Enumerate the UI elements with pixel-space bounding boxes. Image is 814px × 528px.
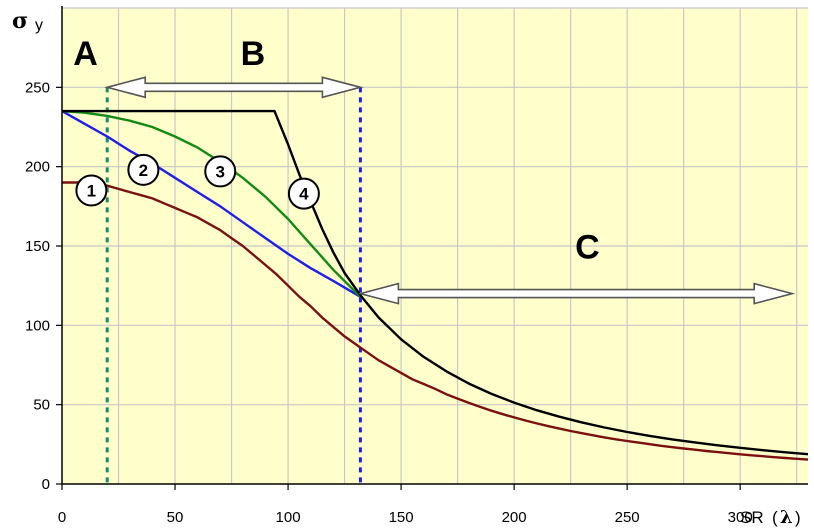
x-axis-title-paren-open: ( <box>772 508 778 527</box>
series-line-2 <box>61 110 362 298</box>
curve-marker-4 <box>287 177 320 210</box>
y-axis-title: σ <box>12 8 28 34</box>
range-arrow-1 <box>104 76 364 99</box>
x-tick-label: 150 <box>389 509 414 526</box>
curve-marker-label-4: 4 <box>299 185 309 204</box>
tick-labels: 0 50 100 150 200 250 0 50 100 150 200 250 300 <box>25 79 753 526</box>
curve-marker-3 <box>204 155 237 188</box>
curve-marker-label-1: 1 <box>87 181 96 200</box>
x-tick-label: 0 <box>58 509 66 526</box>
region-labels: A B C <box>73 35 599 267</box>
y-tick-label: 50 <box>33 397 50 414</box>
curve-marker-1 <box>75 174 108 207</box>
reference-lines <box>105 87 362 484</box>
range-arrow-2 <box>357 282 796 305</box>
series-lines <box>61 109 809 461</box>
x-tick-label: 50 <box>167 509 184 526</box>
x-tick-label: 100 <box>276 509 301 526</box>
x-axis-title-paren-close: ) <box>795 508 801 527</box>
series-line-1 <box>62 181 809 461</box>
y-tick-label: 100 <box>25 317 50 334</box>
region-label-b: B <box>241 35 266 73</box>
range-arrows <box>104 76 796 305</box>
region-label-a: A <box>73 35 98 73</box>
x-axis-title-symbol: λ <box>780 507 793 528</box>
x-axis-title: SR <box>740 508 764 527</box>
series-line-4 <box>62 109 809 456</box>
y-tick-label: 150 <box>25 238 50 255</box>
y-tick-label: 200 <box>25 159 50 176</box>
y-tick-label: 250 <box>25 79 50 96</box>
series-line-3 <box>61 109 362 298</box>
x-tick-label: 250 <box>615 509 640 526</box>
curve-marker-label-2: 2 <box>139 161 148 180</box>
curve-marker-label-3: 3 <box>216 162 225 181</box>
x-tick-label: 300 <box>728 509 753 526</box>
y-tick-label: 0 <box>42 476 50 493</box>
region-label-c: C <box>575 229 600 267</box>
y-axis-title-subscript: y <box>35 17 43 34</box>
curve-marker-2 <box>127 153 160 186</box>
x-tick-label: 200 <box>502 509 527 526</box>
curve-markers: 1 2 3 4 <box>75 153 320 210</box>
